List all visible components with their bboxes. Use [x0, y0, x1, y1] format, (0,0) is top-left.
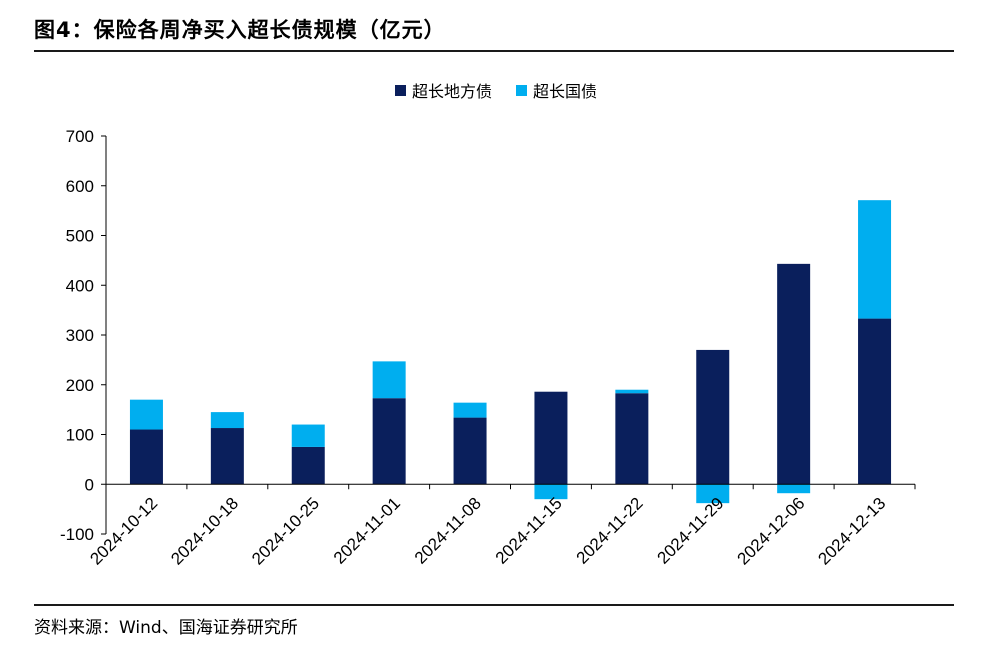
x-tick-label: 2024-11-29: [654, 494, 728, 568]
y-tick-label: 500: [66, 227, 94, 246]
x-tick-label: 2024-10-25: [248, 494, 323, 569]
legend-label-local: 超长地方债: [411, 82, 492, 101]
x-tick-label: 2024-11-08: [411, 494, 485, 568]
bar-local: [777, 263, 811, 485]
bar-local: [858, 318, 892, 485]
source-rule: [34, 604, 954, 606]
y-tick-label: 300: [66, 326, 94, 345]
y-tick-label: 200: [66, 376, 94, 395]
bar-local: [615, 393, 649, 485]
bar-treasury: [777, 484, 811, 494]
bar-treasury: [210, 412, 244, 429]
y-tick-label: 100: [66, 426, 94, 445]
bar-treasury: [534, 484, 568, 500]
bar-treasury: [129, 399, 163, 430]
bar-treasury: [453, 402, 487, 418]
x-tick-label: 2024-12-06: [734, 494, 809, 569]
title-rule: [34, 50, 954, 52]
legend-label-treasury: 超长国债: [533, 82, 598, 101]
y-tick-label: 600: [66, 177, 94, 196]
x-tick-label: 2024-10-12: [86, 494, 161, 569]
y-tick-label: -100: [60, 525, 94, 544]
bar-local: [210, 428, 244, 485]
bar-treasury: [372, 361, 406, 399]
x-tick-label: 2024-11-15: [492, 494, 566, 568]
x-tick-label: 2024-10-18: [167, 494, 242, 569]
bar-treasury: [858, 200, 892, 319]
bar-local: [696, 349, 730, 485]
legend-swatch-local: [394, 84, 406, 96]
x-tick-label: 2024-11-22: [573, 494, 647, 568]
figure-title: 图4：保险各周净买入超长债规模（亿元）: [34, 18, 446, 42]
bar-local: [291, 446, 325, 485]
legend-swatch-treasury: [516, 84, 527, 96]
x-tick-label: 2024-11-01: [330, 494, 404, 568]
source-note: 资料来源：Wind、国海证券研究所: [34, 618, 298, 638]
bar-local: [129, 429, 163, 485]
legend-item-treasury: 超长国债: [516, 78, 597, 102]
bar-local: [453, 417, 487, 485]
bar-local: [372, 398, 406, 485]
bar-treasury: [615, 389, 649, 394]
legend-item-local: 超长地方债: [394, 78, 492, 102]
bar-treasury: [696, 484, 730, 504]
y-tick-label: 0: [85, 475, 94, 494]
y-tick-label: 400: [66, 276, 94, 295]
bar-local: [534, 391, 568, 485]
y-tick-label: 700: [66, 127, 94, 146]
bar-treasury: [291, 424, 325, 447]
x-tick-label: 2024-12-13: [814, 494, 889, 569]
chart-legend: 超长地方债 超长国债: [0, 78, 992, 102]
